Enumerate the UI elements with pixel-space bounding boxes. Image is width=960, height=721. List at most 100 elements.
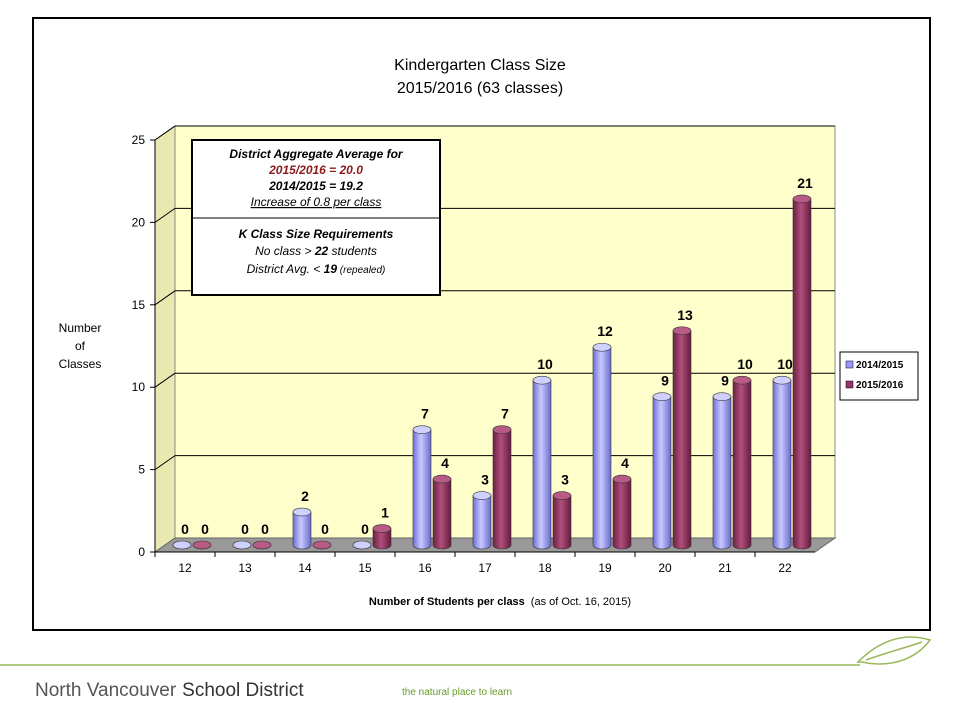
data-label: 12 — [597, 323, 613, 339]
bar-top — [612, 474, 632, 484]
bar-top — [472, 491, 492, 500]
data-label: 0 — [241, 521, 249, 537]
bar-top — [532, 375, 552, 385]
bar-top — [232, 540, 252, 550]
bar-top — [372, 524, 392, 533]
bar — [412, 429, 432, 550]
y-tick-label: 20 — [132, 215, 146, 229]
bar-top — [172, 540, 192, 550]
data-label: 2 — [301, 488, 309, 504]
annotation-box: District Aggregate Average for 2015/2016… — [191, 139, 441, 296]
data-label: 3 — [481, 472, 489, 488]
data-label: 13 — [677, 307, 693, 323]
data-label: 10 — [537, 356, 553, 372]
x-tick-label: 20 — [658, 561, 672, 575]
bar-top — [192, 540, 212, 550]
footer-org-bold: School District — [182, 680, 304, 701]
x-tick-label: 21 — [718, 561, 732, 575]
annotation-line: No class > 22 students — [255, 244, 377, 258]
data-label: 7 — [421, 406, 429, 422]
annotation-part: No class > — [255, 244, 315, 258]
annotation-part: (repealed) — [337, 265, 385, 276]
x-tick-label: 15 — [358, 561, 372, 575]
bar — [612, 478, 632, 550]
data-label: 21 — [797, 175, 813, 191]
annotation-line: District Avg. < 19 (repealed) — [247, 262, 386, 276]
annotation-line: K Class Size Requirements — [239, 227, 394, 241]
x-tick-label: 22 — [778, 561, 792, 575]
bar-top — [352, 540, 372, 550]
y-axis-label: of — [75, 339, 86, 353]
bar — [552, 495, 572, 550]
grid-line — [154, 290, 176, 306]
x-tick-label: 13 — [238, 561, 252, 575]
bar-top — [252, 540, 272, 550]
bar — [712, 396, 732, 550]
bar — [772, 379, 792, 550]
annotation-line: District Aggregate Average for — [229, 147, 403, 161]
annotation-part: students — [328, 244, 377, 258]
bar — [292, 511, 312, 550]
bar-top — [592, 342, 612, 352]
data-label: 10 — [777, 356, 793, 372]
y-axis-label: Number — [59, 321, 102, 335]
annotation-line: Increase of 0.8 per class — [251, 195, 382, 209]
x-axis-title: Number of Students per class — [369, 596, 525, 608]
data-label: 0 — [201, 521, 209, 537]
footer-tagline: the natural place to learn — [402, 687, 512, 698]
bar-top — [492, 425, 512, 434]
data-label: 3 — [561, 472, 569, 488]
y-tick-label: 10 — [132, 380, 146, 394]
bar-top — [712, 392, 732, 401]
y-tick-label: 5 — [138, 463, 145, 477]
bar-top — [792, 194, 812, 204]
data-label: 0 — [181, 521, 189, 537]
legend-swatch — [845, 360, 854, 369]
bar — [652, 396, 672, 550]
footer-org: North Vancouver School District — [35, 680, 304, 701]
bar — [792, 198, 812, 550]
data-label: 7 — [501, 406, 509, 422]
legend-swatch — [845, 380, 854, 389]
bar — [592, 346, 612, 550]
x-tick-label: 14 — [298, 561, 312, 575]
annotation-line: 2015/2016 = 20.0 — [268, 163, 363, 177]
bar — [372, 528, 392, 550]
chart-title: Kindergarten Class Size — [394, 57, 566, 74]
bar-top — [432, 474, 452, 484]
x-tick-label: 17 — [478, 561, 492, 575]
legend — [839, 351, 919, 401]
bar-top — [672, 326, 692, 336]
bar-top — [772, 375, 792, 385]
annotation-part: 19 — [324, 262, 338, 276]
bar-top — [652, 392, 672, 401]
data-label: 4 — [441, 455, 449, 471]
annotation-part: District Avg. < — [247, 262, 324, 276]
data-label: 10 — [737, 356, 753, 372]
bar — [492, 429, 512, 550]
bar — [472, 495, 492, 550]
data-label: 4 — [621, 455, 629, 471]
bar — [532, 379, 552, 550]
data-label: 9 — [661, 373, 669, 389]
x-axis-label: Number of Students per class (as of Oct. … — [369, 596, 631, 608]
grid-line — [154, 372, 176, 388]
chart-subtitle: 2015/2016 (63 classes) — [397, 80, 563, 97]
legend-label: 2014/2015 — [856, 360, 904, 371]
legend-label: 2015/2016 — [856, 380, 904, 391]
footer-org-light: North Vancouver — [35, 680, 177, 701]
bar-top — [552, 491, 572, 500]
x-tick-label: 16 — [418, 561, 432, 575]
grid-line — [154, 125, 176, 141]
y-tick-label: 25 — [132, 133, 146, 147]
bar-top — [292, 507, 312, 517]
x-tick-label: 12 — [178, 561, 192, 575]
data-label: 9 — [721, 373, 729, 389]
bar-top — [312, 540, 332, 550]
y-axis-label: Classes — [59, 357, 102, 371]
data-label: 0 — [261, 521, 269, 537]
leaf-icon — [856, 636, 932, 665]
data-label: 1 — [381, 505, 389, 521]
bar — [432, 478, 452, 550]
